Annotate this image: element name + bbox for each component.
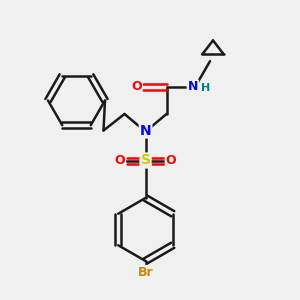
Text: O: O (115, 154, 125, 167)
Text: O: O (131, 80, 142, 94)
Text: O: O (166, 154, 176, 167)
Text: H: H (201, 83, 210, 93)
Text: S: S (140, 154, 151, 167)
Text: Br: Br (138, 266, 153, 279)
Text: N: N (140, 124, 151, 137)
Text: N: N (188, 80, 198, 94)
